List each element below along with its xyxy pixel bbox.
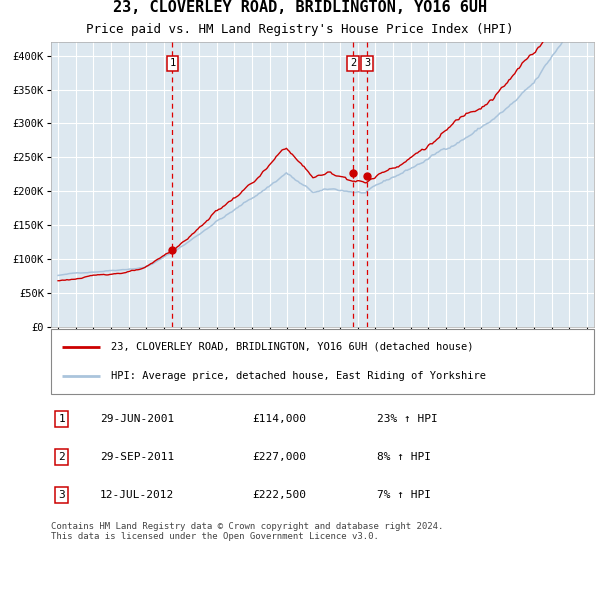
Text: 29-SEP-2011: 29-SEP-2011 <box>100 452 174 462</box>
Text: 23, CLOVERLEY ROAD, BRIDLINGTON, YO16 6UH: 23, CLOVERLEY ROAD, BRIDLINGTON, YO16 6U… <box>113 1 487 15</box>
Text: Price paid vs. HM Land Registry's House Price Index (HPI): Price paid vs. HM Land Registry's House … <box>86 24 514 37</box>
Text: £222,500: £222,500 <box>252 490 306 500</box>
Text: 23, CLOVERLEY ROAD, BRIDLINGTON, YO16 6UH (detached house): 23, CLOVERLEY ROAD, BRIDLINGTON, YO16 6U… <box>111 342 473 352</box>
Text: Contains HM Land Registry data © Crown copyright and database right 2024.
This d: Contains HM Land Registry data © Crown c… <box>51 522 443 542</box>
Text: 1: 1 <box>58 414 65 424</box>
Text: £227,000: £227,000 <box>252 452 306 462</box>
Text: 23% ↑ HPI: 23% ↑ HPI <box>377 414 437 424</box>
Text: 29-JUN-2001: 29-JUN-2001 <box>100 414 174 424</box>
Text: 1: 1 <box>169 58 176 68</box>
Text: 3: 3 <box>58 490 65 500</box>
Text: 2: 2 <box>58 452 65 462</box>
Text: 12-JUL-2012: 12-JUL-2012 <box>100 490 174 500</box>
FancyBboxPatch shape <box>51 329 594 394</box>
Text: 2: 2 <box>350 58 356 68</box>
Text: 7% ↑ HPI: 7% ↑ HPI <box>377 490 431 500</box>
Text: HPI: Average price, detached house, East Riding of Yorkshire: HPI: Average price, detached house, East… <box>111 372 486 382</box>
Text: £114,000: £114,000 <box>252 414 306 424</box>
Text: 8% ↑ HPI: 8% ↑ HPI <box>377 452 431 462</box>
Text: 3: 3 <box>364 58 370 68</box>
